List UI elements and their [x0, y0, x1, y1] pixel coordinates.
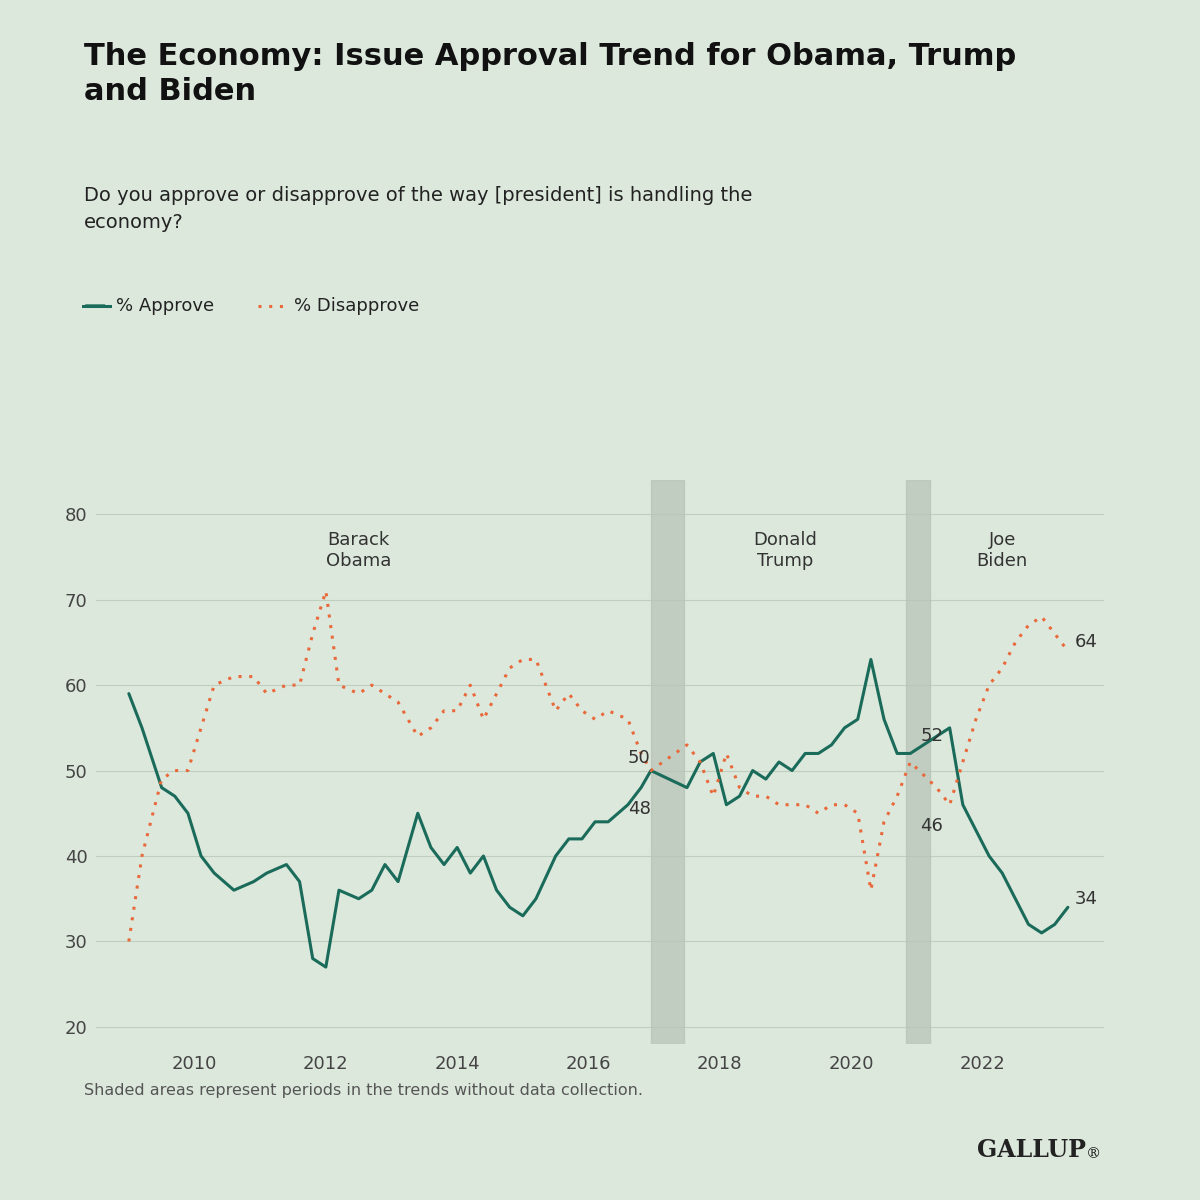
Bar	[906, 480, 930, 1044]
Text: 50: 50	[628, 749, 650, 767]
Text: Do you approve or disapprove of the way [president] is handling the
economy?: Do you approve or disapprove of the way …	[84, 186, 752, 233]
Text: % Disapprove: % Disapprove	[294, 296, 419, 314]
Bar	[650, 480, 684, 1044]
Text: GALLUP: GALLUP	[977, 1138, 1086, 1162]
Text: Barack
Obama: Barack Obama	[326, 532, 391, 570]
Text: —: —	[84, 296, 107, 316]
Text: Joe
Biden: Joe Biden	[977, 532, 1028, 570]
Text: 34: 34	[1074, 889, 1098, 907]
Text: 64: 64	[1074, 634, 1097, 652]
Text: ®: ®	[1086, 1147, 1102, 1162]
Text: 52: 52	[920, 727, 943, 745]
Text: The Economy: Issue Approval Trend for Obama, Trump
and Biden: The Economy: Issue Approval Trend for Ob…	[84, 42, 1016, 106]
Text: Shaded areas represent periods in the trends without data collection.: Shaded areas represent periods in the tr…	[84, 1082, 643, 1098]
Text: % Approve: % Approve	[116, 296, 215, 314]
Text: Donald
Trump: Donald Trump	[754, 532, 817, 570]
Text: 46: 46	[920, 817, 943, 835]
Text: 48: 48	[628, 800, 650, 818]
